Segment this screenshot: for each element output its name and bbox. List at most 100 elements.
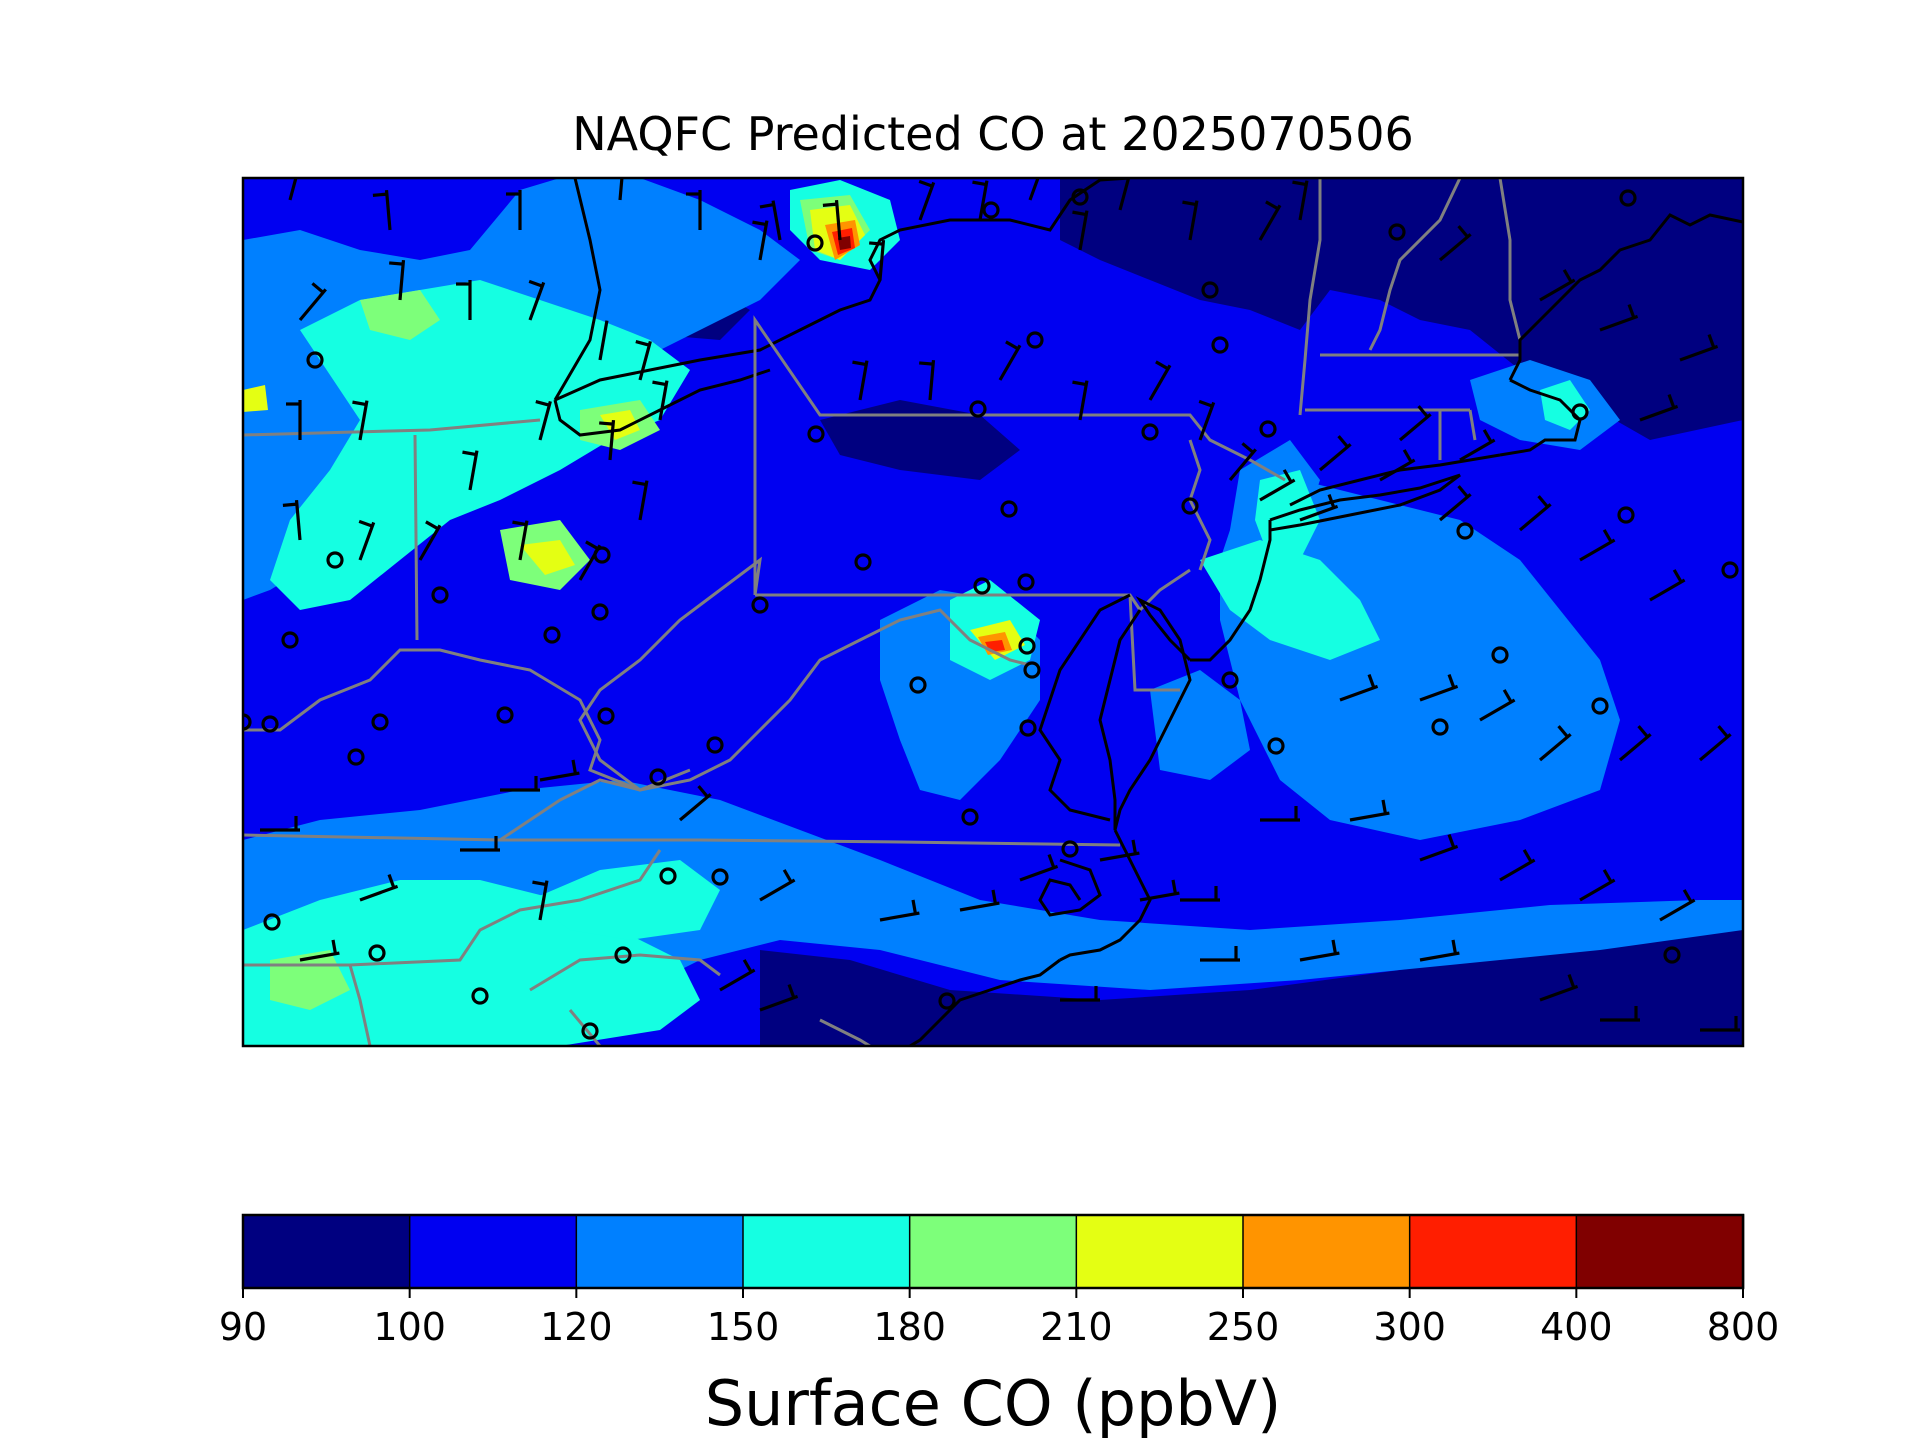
calm-wind-marker xyxy=(261,715,279,733)
wind-barb-flag xyxy=(1292,180,1307,187)
wind-barb-flag xyxy=(1562,269,1573,283)
calm-wind-marker xyxy=(909,676,927,694)
chart-title: NAQFC Predicted CO at 2025070506 xyxy=(572,107,1414,161)
wind-barb-flag xyxy=(1602,869,1613,883)
wind-barb-flag xyxy=(1282,469,1293,483)
wind-barb-flag xyxy=(372,192,388,197)
colorbar-bins xyxy=(242,1214,1745,1289)
wind-barb xyxy=(879,911,920,922)
field-120-150-ocean-sw xyxy=(1150,670,1250,780)
colorbar-tick-label: 250 xyxy=(1207,1305,1280,1349)
wind-barb xyxy=(608,420,616,461)
wind-barb xyxy=(1419,951,1460,962)
wind-barb xyxy=(1639,404,1679,422)
wind-barb xyxy=(294,500,302,541)
wind-barb-flag xyxy=(752,220,767,227)
wind-barb xyxy=(298,288,327,322)
wind-barb-flag xyxy=(911,899,918,915)
tn-nc-border xyxy=(243,849,662,967)
wind-barb-flag xyxy=(869,241,884,246)
colorbar-bin xyxy=(1242,1214,1411,1289)
colorbar-tick-label: 150 xyxy=(707,1305,780,1349)
wind-barb xyxy=(678,793,712,822)
ny-vt-border xyxy=(1298,178,1322,416)
colorbar-bin xyxy=(908,1214,1078,1289)
calm-wind-marker xyxy=(593,546,611,564)
state-boundaries xyxy=(243,178,1522,1046)
nh-me-border xyxy=(1498,178,1522,341)
wind-barb-flag xyxy=(532,880,547,887)
wind-barb-flag xyxy=(1005,340,1019,351)
colorbar-bin xyxy=(1075,1214,1245,1289)
wind-barb-flag xyxy=(1537,495,1549,508)
wind-barb xyxy=(1019,864,1059,882)
wind-barb-flag xyxy=(1447,673,1456,689)
wind-barb-flag xyxy=(1198,399,1213,408)
calm-wind-marker xyxy=(1431,718,1449,736)
oh-pa-line xyxy=(413,434,419,641)
wind-barb-flag xyxy=(822,202,838,207)
wind-barb xyxy=(398,260,406,301)
map-frame xyxy=(241,176,1745,1048)
calm-wind-circles xyxy=(243,188,1739,1040)
wind-barb-flag xyxy=(991,889,998,905)
wind-barb-flag xyxy=(609,163,623,164)
va-nc-border xyxy=(243,833,1121,847)
nc-south xyxy=(819,1018,871,1046)
wind-barb-flag xyxy=(599,421,614,426)
wind-barb xyxy=(918,181,936,221)
calm-wind-marker xyxy=(347,748,365,766)
wind-barb-flag xyxy=(425,520,439,531)
wind-barb xyxy=(758,220,769,261)
wind-barb xyxy=(1538,733,1572,762)
calm-wind-marker xyxy=(1491,646,1509,664)
calm-wind-marker xyxy=(961,808,979,826)
field-150-180-ohio xyxy=(270,280,690,610)
calm-wind-marker xyxy=(1018,637,1036,655)
wind-barb xyxy=(418,524,442,561)
wind-barb xyxy=(468,450,479,491)
calm-wind-marker xyxy=(281,631,299,649)
sc-coast xyxy=(909,958,1061,1046)
calm-wind-marker xyxy=(1023,661,1041,679)
wind-barb xyxy=(719,968,756,992)
field-90-100-south xyxy=(760,920,1743,1046)
ri-ma-line xyxy=(1468,409,1477,441)
wind-barb xyxy=(1078,380,1089,421)
wind-barb xyxy=(1078,210,1089,251)
calm-wind-marker xyxy=(1141,423,1159,441)
wind-barb xyxy=(299,951,340,962)
sc-line xyxy=(348,964,372,1046)
wind-barb xyxy=(858,360,869,401)
wind-barb-flag xyxy=(1457,485,1469,498)
colorbar-tick-label: 120 xyxy=(540,1305,613,1349)
calm-wind-marker xyxy=(371,713,389,731)
calm-wind-marker xyxy=(1619,189,1637,207)
chesapeake-east xyxy=(1098,609,1142,830)
wind-barb xyxy=(1438,233,1472,262)
wind-barb-flag xyxy=(1155,360,1169,371)
wind-barb-flag xyxy=(1327,493,1336,509)
wind-barb xyxy=(638,480,649,521)
calm-wind-marker xyxy=(496,706,514,724)
colorbar-ticks: 90 100 120 150 180 210 250 300 400 800 xyxy=(219,1288,1779,1349)
delaware-bay xyxy=(1135,596,1192,701)
cape-cod xyxy=(1499,378,1582,457)
wind-barb-flag xyxy=(311,282,325,294)
calm-wind-marker xyxy=(649,768,667,786)
calm-wind-marker xyxy=(1663,946,1681,964)
calm-wind-marker xyxy=(581,1022,599,1040)
wind-barb-flag xyxy=(1502,689,1513,703)
wind-barb-flag xyxy=(697,785,709,798)
colorbar-tick-label: 400 xyxy=(1540,1305,1613,1349)
colorbar-tick-label: 210 xyxy=(1040,1305,1113,1349)
wind-barb xyxy=(358,521,376,561)
wind-barb xyxy=(1299,951,1340,962)
wind-barb xyxy=(771,200,782,241)
calm-wind-marker xyxy=(614,946,632,964)
oh-border xyxy=(243,418,541,437)
md-wv-border xyxy=(578,556,1031,792)
wind-barb xyxy=(658,380,669,421)
wind-barb xyxy=(618,178,624,201)
calm-wind-marker xyxy=(1061,840,1079,858)
